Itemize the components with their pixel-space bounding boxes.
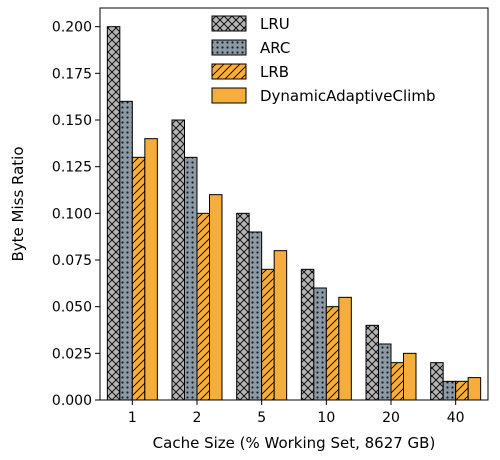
y-tick-label: 0.100	[52, 206, 92, 222]
legend-label-dynamicadaptiveclimb: DynamicAdaptiveClimb	[260, 87, 435, 105]
bar-lrb-2	[196, 212, 210, 401]
bar-arc-20	[378, 343, 392, 401]
x-tick-label: 20	[382, 410, 400, 426]
legend-swatch-arc	[211, 39, 247, 56]
legend-swatch-lru	[211, 15, 247, 32]
bar-dynamicadaptiveclimb-2	[209, 194, 223, 401]
y-axis-label: Byte Miss Ratio	[9, 146, 27, 261]
y-tick-label: 0.200	[52, 20, 92, 36]
x-tick-label: 5	[257, 410, 266, 426]
x-tick-label: 10	[317, 410, 335, 426]
bar-lru-20	[365, 324, 379, 401]
bar-lrb-5	[261, 268, 275, 401]
bar-lru-5	[236, 212, 250, 401]
bar-dynamicadaptiveclimb-20	[403, 352, 417, 401]
bar-lrb-10	[325, 306, 340, 401]
y-tick-label: 0.150	[52, 113, 92, 129]
legend-label-lrb: LRB	[260, 63, 289, 81]
x-tick-label: 40	[447, 410, 465, 426]
bar-lru-40	[430, 362, 444, 401]
bar-arc-1	[119, 100, 133, 401]
y-tick-label: 0.125	[52, 160, 92, 176]
bar-lru-10	[300, 268, 315, 401]
x-axis: 1 2 5 10 20 40	[128, 400, 465, 426]
bar-lrb-1	[131, 156, 146, 401]
bar-lru-2	[171, 119, 185, 401]
y-tick-label: 0.025	[52, 346, 92, 362]
bar-arc-10	[313, 287, 327, 401]
y-tick-label: 0.050	[52, 300, 92, 316]
bar-lru-1	[106, 26, 121, 401]
y-tick-label: 0.075	[52, 253, 92, 269]
bar-dynamicadaptiveclimb-40	[467, 377, 482, 401]
bar-dynamicadaptiveclimb-5	[273, 250, 288, 401]
bar-lrb-40	[455, 380, 469, 401]
legend-label-lru: LRU	[260, 15, 290, 33]
y-tick-label: 0.175	[52, 66, 92, 82]
plot-frame	[99, 7, 489, 401]
bar-arc-5	[248, 231, 263, 401]
legend: LRU ARC LRB DynamicAdaptiveClimb	[211, 15, 435, 105]
x-axis-label: Cache Size (% Working Set, 8627 GB)	[153, 434, 436, 452]
bar-dynamicadaptiveclimb-10	[338, 296, 352, 401]
bars	[106, 26, 482, 401]
y-tick-label: 0.000	[52, 393, 92, 409]
bar-arc-2	[184, 156, 198, 401]
bar-dynamicadaptiveclimb-1	[144, 138, 158, 401]
legend-swatch-dynamicadaptiveclimb	[211, 87, 247, 104]
y-axis: 0.000 0.025 0.050 0.075 0.100 0.125 0.150 0.175…	[52, 20, 100, 409]
x-tick-label: 1	[128, 410, 137, 426]
x-tick-label: 2	[193, 410, 202, 426]
bar-lrb-20	[390, 362, 404, 401]
legend-swatch-lrb	[211, 63, 247, 80]
bar-arc-40	[442, 380, 457, 401]
legend-label-arc: ARC	[260, 39, 290, 57]
